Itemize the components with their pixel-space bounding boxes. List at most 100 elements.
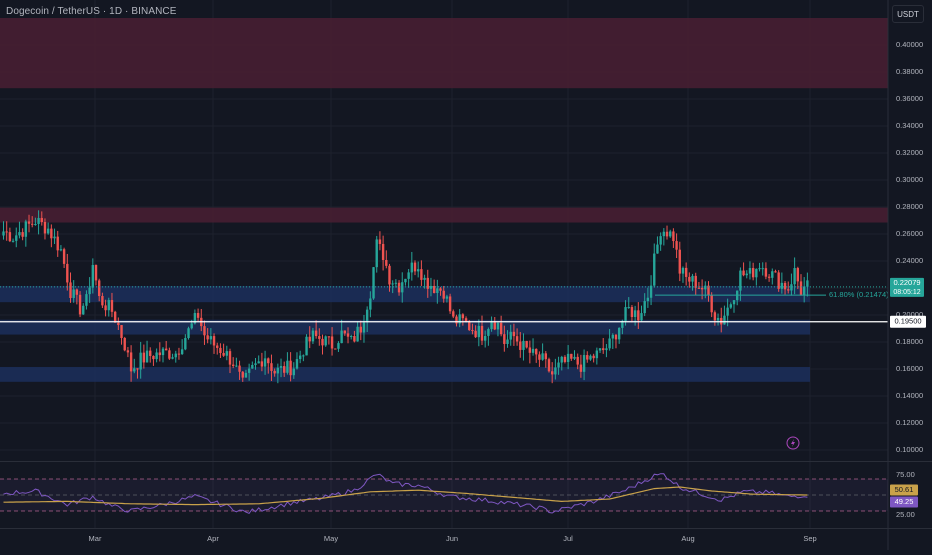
candle-body xyxy=(748,268,752,274)
candle xyxy=(573,350,576,361)
candle xyxy=(713,310,717,326)
candle-body xyxy=(643,301,646,314)
candle-body xyxy=(24,221,28,237)
candle xyxy=(5,221,8,241)
candle xyxy=(780,272,784,294)
candle-body xyxy=(787,289,790,291)
candle-body xyxy=(487,329,490,336)
candle xyxy=(806,272,809,297)
time-tick-label: Sep xyxy=(803,534,816,543)
candle xyxy=(506,330,509,348)
candle-body xyxy=(684,267,688,277)
candle xyxy=(314,320,318,339)
candle-body xyxy=(321,338,324,346)
rsi-ma-tag xyxy=(890,484,918,496)
candle xyxy=(761,262,764,276)
candle xyxy=(490,316,493,332)
candle-body xyxy=(732,300,736,305)
candle xyxy=(531,338,535,356)
candle xyxy=(94,264,98,286)
candle-body xyxy=(780,282,784,289)
candle-body xyxy=(174,353,177,358)
candle xyxy=(298,350,302,364)
candle xyxy=(474,325,477,338)
candle-body xyxy=(276,367,280,374)
candle xyxy=(343,330,347,336)
candle-body xyxy=(334,348,337,350)
candle xyxy=(110,292,114,318)
candle-body xyxy=(464,318,468,322)
candle xyxy=(353,330,356,343)
candle-body xyxy=(346,333,350,337)
lightning-icon[interactable] xyxy=(786,436,800,450)
candle-body xyxy=(142,352,146,363)
currency-selector[interactable]: USDT xyxy=(892,5,924,23)
candle-body xyxy=(681,267,685,274)
candle xyxy=(161,347,165,363)
price-tick-label: 0.26000 xyxy=(896,229,923,238)
candle xyxy=(145,340,149,363)
candle-body xyxy=(519,341,522,350)
candle xyxy=(107,297,110,317)
candle xyxy=(439,287,442,296)
candle-body xyxy=(662,231,666,237)
candle xyxy=(276,363,280,384)
candle-body xyxy=(235,365,238,367)
candle xyxy=(397,280,401,296)
rsi-ma-line xyxy=(3,486,808,506)
candle-body xyxy=(688,276,691,282)
candle xyxy=(337,341,340,352)
candle xyxy=(228,348,232,374)
candle xyxy=(18,221,21,239)
candle xyxy=(496,321,500,337)
candle-body xyxy=(50,228,53,239)
candle xyxy=(104,299,107,317)
candle-body xyxy=(407,272,410,279)
candle-body xyxy=(713,312,717,321)
candle-body xyxy=(397,282,401,293)
candle-body xyxy=(592,355,595,359)
candle-body xyxy=(372,267,375,299)
candle xyxy=(503,325,506,352)
candle xyxy=(595,347,599,365)
candle-body xyxy=(541,353,544,360)
time-tick-label: Aug xyxy=(681,534,694,543)
candle xyxy=(72,280,75,303)
candle xyxy=(8,227,12,243)
candle-body xyxy=(46,228,50,234)
candle-body xyxy=(704,285,707,290)
candle xyxy=(34,217,37,226)
candle xyxy=(391,280,394,294)
candle-body xyxy=(324,336,327,346)
candle xyxy=(75,288,79,305)
candle xyxy=(544,351,547,368)
candle xyxy=(669,229,672,238)
candle-body xyxy=(637,310,640,321)
candle-body xyxy=(254,363,257,365)
candle-body xyxy=(123,337,126,351)
rsi-value: 49.25 xyxy=(895,497,914,506)
time-tick-label: Apr xyxy=(207,534,219,543)
candle xyxy=(461,313,465,326)
candle-body xyxy=(340,330,343,344)
candle-body xyxy=(337,343,340,349)
candle-body xyxy=(161,348,165,356)
candle xyxy=(388,263,391,292)
candle xyxy=(710,292,713,318)
candle xyxy=(158,342,162,362)
candle-body xyxy=(404,278,407,283)
candle xyxy=(538,351,541,367)
candle xyxy=(101,292,104,309)
candle-body xyxy=(499,322,503,335)
candle xyxy=(665,225,669,240)
candle xyxy=(455,314,458,327)
candle-body xyxy=(145,350,149,363)
fib-label: 61.80% (0.21474) xyxy=(829,290,889,299)
candle-body xyxy=(75,289,79,295)
candle-body xyxy=(225,351,228,356)
candle xyxy=(547,357,551,373)
candle xyxy=(570,353,573,361)
candle xyxy=(758,262,761,272)
